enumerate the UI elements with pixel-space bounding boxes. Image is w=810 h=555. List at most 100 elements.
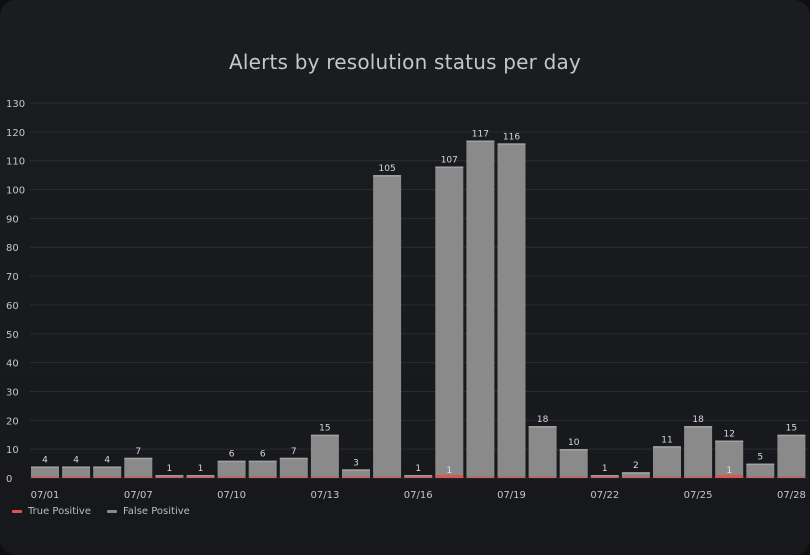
- bar-top-edge: [62, 466, 91, 468]
- data-label-false-positive: 18: [692, 415, 704, 425]
- bar-group: [310, 434, 339, 478]
- bar-top-edge: [93, 466, 122, 468]
- data-label-false-positive: 117: [472, 130, 489, 140]
- bar-true-positive: [248, 476, 277, 478]
- bar-top-edge: [217, 460, 246, 463]
- y-tick-label: 130: [6, 99, 25, 110]
- legend-swatch-false-positive: [106, 510, 117, 513]
- chart-title: Alerts by resolution status per day: [228, 50, 582, 74]
- bar-false-positive: [653, 446, 681, 478]
- bar-top-edge: [466, 140, 495, 142]
- bar-false-positive: [310, 434, 339, 478]
- bar-false-positive: [279, 457, 308, 478]
- bar-true-positive: [124, 476, 153, 478]
- legend-item-true-positive[interactable]: True Positive: [12, 506, 91, 517]
- bar-top-edge: [621, 472, 650, 474]
- bar-true-positive: [279, 476, 308, 478]
- bar-group: [342, 469, 370, 478]
- y-tick-label: 40: [6, 359, 19, 370]
- bar-group: [528, 426, 557, 478]
- x-tick-label: 07/10: [217, 490, 246, 501]
- x-tick-label: 07/22: [590, 490, 619, 501]
- bar-group: [777, 434, 806, 478]
- data-label-false-positive: 1: [198, 464, 204, 474]
- bar-group: [653, 446, 681, 478]
- y-tick-label: 70: [6, 272, 19, 283]
- bar-group: [248, 460, 277, 478]
- x-tick-label: 07/28: [777, 490, 806, 501]
- bar-top-edge: [777, 434, 806, 437]
- data-label-false-positive: 11: [661, 435, 672, 445]
- x-tick-label: 07/19: [497, 490, 526, 501]
- data-label-false-positive: 4: [73, 455, 79, 465]
- bar-false-positive: [93, 466, 122, 478]
- chart-legend: True Positive False Positive: [12, 506, 190, 517]
- x-tick-label: 07/16: [404, 490, 433, 501]
- bar-top-edge: [279, 457, 308, 460]
- bar-true-positive: [497, 476, 526, 478]
- bar-top-edge: [653, 446, 681, 448]
- bar-true-positive: [590, 476, 619, 478]
- bar-true-positive: [653, 476, 681, 478]
- bar-group: [559, 449, 588, 478]
- bar-top-edge: [497, 143, 526, 145]
- bar-group: [279, 457, 308, 478]
- data-label-false-positive: 1: [415, 464, 421, 474]
- data-label-false-positive: 7: [135, 447, 141, 457]
- bar-true-positive: [31, 476, 59, 478]
- data-label-false-positive: 7: [291, 447, 297, 457]
- data-label-false-positive: 6: [260, 450, 266, 460]
- x-tick-label: 07/13: [310, 490, 339, 501]
- legend-item-false-positive[interactable]: False Positive: [106, 506, 190, 517]
- bar-group: [435, 166, 464, 478]
- bar-true-positive: [217, 476, 246, 478]
- x-tick-label: 07/01: [31, 490, 60, 501]
- data-label-false-positive: 2: [633, 461, 639, 471]
- bar-top-edge: [559, 449, 588, 451]
- data-label-false-positive: 5: [757, 453, 763, 463]
- bar-top-edge: [746, 463, 775, 466]
- y-tick-label: 110: [6, 157, 25, 168]
- bar-group: [62, 466, 91, 478]
- y-tick-label: 30: [6, 387, 19, 398]
- y-tick-label: 120: [6, 128, 25, 139]
- bar-top-edge: [528, 426, 557, 428]
- bar-top-edge: [31, 466, 59, 468]
- bar-false-positive: [715, 440, 744, 478]
- y-tick-label: 100: [6, 186, 25, 197]
- bar-top-edge: [155, 475, 184, 477]
- bar-false-positive: [528, 426, 557, 478]
- bar-true-positive: [715, 475, 744, 478]
- bar-true-positive: [777, 476, 806, 478]
- bar-top-edge: [684, 426, 713, 428]
- bar-top-edge: [715, 440, 744, 442]
- bar-top-edge: [404, 475, 433, 477]
- bar-group: [497, 143, 526, 478]
- bar-true-positive: [186, 476, 215, 478]
- bar-top-edge: [186, 475, 215, 477]
- y-tick-label: 10: [6, 445, 19, 456]
- data-label-false-positive: 3: [353, 458, 359, 468]
- y-tick-label: 90: [6, 214, 19, 225]
- bar-true-positive: [684, 476, 713, 478]
- data-label-false-positive: 105: [379, 164, 396, 174]
- data-label-false-positive: 10: [568, 438, 580, 448]
- bar-group: [590, 475, 619, 478]
- bar-true-positive: [404, 476, 433, 478]
- bar-true-positive: [621, 476, 650, 478]
- data-label-true-positive: 1: [726, 466, 732, 476]
- data-label-false-positive: 18: [537, 415, 549, 425]
- bar-false-positive: [248, 460, 277, 478]
- y-tick-label: 60: [6, 301, 19, 312]
- bar-false-positive: [62, 466, 91, 478]
- bar-false-positive: [746, 463, 775, 478]
- data-label-false-positive: 15: [319, 424, 330, 434]
- bar-group: [373, 175, 402, 478]
- y-tick-label: 0: [6, 474, 12, 485]
- bar-group: [466, 140, 495, 478]
- bar-false-positive: [559, 449, 588, 478]
- bar-false-positive: [373, 175, 402, 478]
- bar-false-positive: [124, 457, 153, 478]
- data-label-false-positive: 15: [786, 424, 797, 434]
